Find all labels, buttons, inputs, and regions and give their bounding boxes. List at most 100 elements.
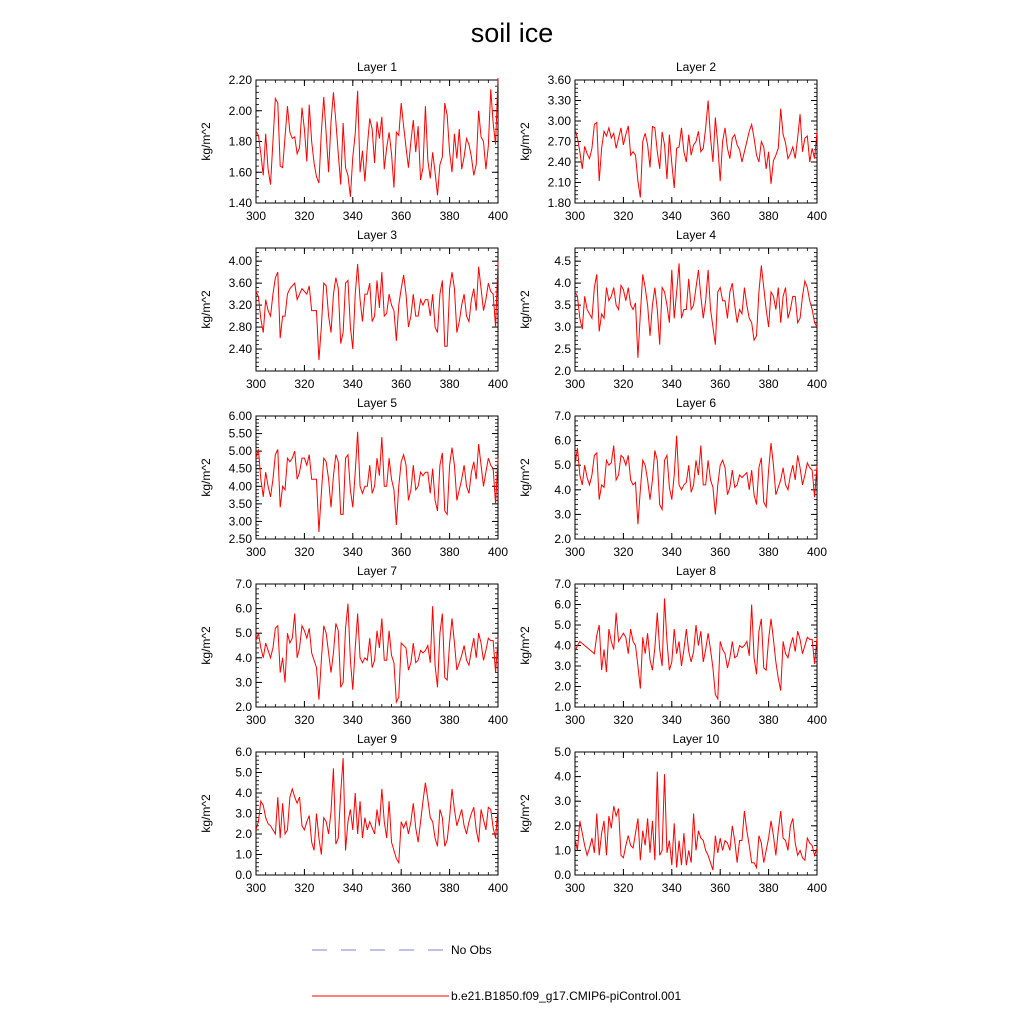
series-line-layer-1	[256, 78, 499, 197]
x-tick-label: 360	[710, 881, 730, 895]
x-tick-label: 380	[440, 545, 460, 559]
chart-panel-layer-3: Layer 3 300 320 340 360 380 400 2.40 2.80 3.20 3.6…	[199, 228, 508, 391]
y-tick-label: 2.00	[229, 104, 253, 118]
x-tick-label: 300	[565, 713, 585, 727]
x-tick-label: 320	[613, 545, 633, 559]
y-axis-label: kg/m^2	[199, 290, 213, 329]
x-tick-label: 300	[565, 881, 585, 895]
panel-title: Layer 6	[676, 396, 716, 410]
y-tick-label: 2.40	[229, 342, 253, 356]
y-tick-label: 3.60	[229, 276, 253, 290]
x-tick-label: 360	[710, 545, 730, 559]
x-tick-label: 400	[488, 209, 508, 223]
panel-title: Layer 9	[357, 732, 397, 746]
y-tick-label: 1.40	[229, 196, 253, 210]
x-tick-label: 360	[391, 377, 411, 391]
x-tick-label: 360	[710, 377, 730, 391]
x-tick-label: 380	[440, 881, 460, 895]
chart-panel-layer-6: Layer 6 300 320 340 360 380 400 2.0 3.0 4.0 5.0 6.0…	[518, 396, 827, 559]
series-line-layer-8	[575, 598, 818, 701]
y-tick-label: 1.0	[235, 848, 252, 862]
y-tick-label: 5.0	[554, 745, 571, 759]
x-tick-label: 320	[294, 545, 314, 559]
y-tick-label: 3.00	[229, 514, 253, 528]
y-tick-label: 2.80	[229, 320, 253, 334]
y-tick-label: 5.0	[554, 458, 571, 472]
series-line-layer-6	[575, 435, 818, 525]
chart-panel-layer-2: Layer 2 300 320 340 360 380 400 1.80 2.10 2.40 2.7…	[518, 60, 827, 223]
x-tick-label: 360	[710, 713, 730, 727]
y-tick-label: 3.50	[229, 497, 253, 511]
panel-grid: Layer 1 300 320 340 360 380 400 1.40 1.60 1.80 2.0…	[199, 60, 827, 895]
plot-frame	[255, 415, 499, 540]
y-axis-label: kg/m^2	[518, 290, 532, 329]
plot-frame	[255, 79, 499, 204]
y-axis-label: kg/m^2	[199, 458, 213, 497]
x-tick-label: 400	[488, 377, 508, 391]
x-tick-label: 340	[662, 545, 682, 559]
x-tick-label: 320	[613, 713, 633, 727]
x-tick-label: 300	[565, 377, 585, 391]
y-axis-label: kg/m^2	[199, 122, 213, 161]
y-tick-label: 4.00	[229, 254, 253, 268]
y-tick-label: 2.0	[235, 700, 252, 714]
series-line-layer-9	[256, 758, 499, 865]
chart-panel-layer-9: Layer 9 300 320 340 360 380 400 0.0 1.0 2.0 3.0 4.0…	[199, 732, 508, 895]
y-axis-label: kg/m^2	[518, 122, 532, 161]
y-tick-label: 3.30	[548, 94, 572, 108]
x-tick-label: 400	[807, 545, 827, 559]
x-tick-label: 400	[488, 545, 508, 559]
y-axis-label: kg/m^2	[518, 458, 532, 497]
chart-panel-layer-10: Layer 10 300 320 340 360 380 400 0.0 1.0 2.0 3.0 4.…	[518, 732, 827, 895]
y-tick-label: 3.00	[548, 114, 572, 128]
y-axis-label: kg/m^2	[518, 794, 532, 833]
x-tick-label: 380	[440, 209, 460, 223]
y-axis-label: kg/m^2	[518, 626, 532, 665]
x-tick-label: 320	[294, 209, 314, 223]
x-tick-label: 400	[807, 377, 827, 391]
y-tick-label: 6.0	[235, 745, 252, 759]
legend-model-label: b.e21.B1850.f09_g17.CMIP6-piControl.001	[451, 989, 681, 1003]
y-tick-label: 3.0	[554, 507, 571, 521]
chart-panel-layer-7: Layer 7 300 320 340 360 380 400 2.0 3.0 4.0 5.0 6.0…	[199, 564, 508, 727]
x-tick-label: 340	[662, 377, 682, 391]
chart-panel-layer-1: Layer 1 300 320 340 360 380 400 1.40 1.60 1.80 2.0…	[199, 60, 508, 223]
series-line-layer-5	[256, 431, 499, 533]
x-tick-label: 400	[807, 713, 827, 727]
plot-frame	[574, 751, 818, 876]
y-tick-label: 4.0	[235, 786, 252, 800]
y-tick-label: 5.0	[235, 766, 252, 780]
x-tick-label: 380	[440, 377, 460, 391]
chart-panel-layer-4: Layer 4 300 320 340 360 380 400 2.0 2.5 3.0 3.5 4.0…	[518, 228, 827, 391]
y-tick-label: 2.5	[554, 342, 571, 356]
x-tick-label: 380	[759, 545, 779, 559]
plot-frame	[255, 247, 499, 372]
x-tick-label: 320	[294, 713, 314, 727]
figure-title: soil ice	[471, 18, 554, 48]
y-tick-label: 4.5	[554, 254, 571, 268]
series-line-layer-7	[256, 603, 499, 704]
chart-panel-layer-5: Layer 5 300 320 340 360 380 400 2.50 3.00 3.50 4.0…	[199, 396, 508, 559]
panel-title: Layer 1	[357, 60, 397, 74]
x-tick-label: 380	[759, 881, 779, 895]
y-tick-label: 2.0	[554, 680, 571, 694]
y-tick-label: 3.60	[548, 73, 572, 87]
y-tick-label: 6.0	[554, 434, 571, 448]
y-tick-label: 0.0	[554, 868, 571, 882]
x-tick-label: 320	[294, 377, 314, 391]
panel-title: Layer 2	[676, 60, 716, 74]
y-tick-label: 6.0	[235, 602, 252, 616]
x-tick-label: 340	[343, 881, 363, 895]
y-tick-label: 7.0	[235, 577, 252, 591]
y-tick-label: 4.00	[229, 479, 253, 493]
x-tick-label: 300	[565, 545, 585, 559]
y-tick-label: 2.0	[235, 827, 252, 841]
x-tick-label: 300	[246, 545, 266, 559]
y-tick-label: 2.0	[554, 364, 571, 378]
x-tick-label: 300	[246, 209, 266, 223]
y-tick-label: 3.5	[554, 298, 571, 312]
x-tick-label: 300	[246, 377, 266, 391]
x-tick-label: 360	[710, 209, 730, 223]
y-tick-label: 0.0	[235, 868, 252, 882]
